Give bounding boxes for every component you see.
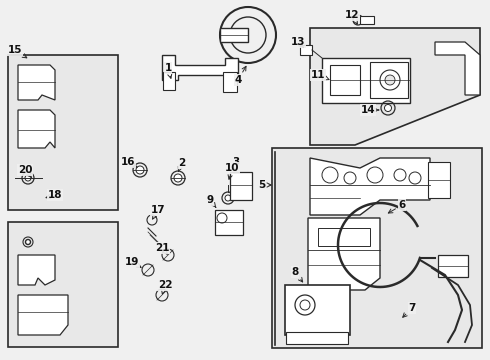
Polygon shape	[310, 158, 430, 215]
Text: 19: 19	[125, 257, 141, 267]
Text: 18: 18	[46, 190, 62, 200]
Bar	[360, 16, 374, 24]
Circle shape	[385, 104, 392, 112]
Bar	[318, 228, 370, 246]
Text: 10: 10	[225, 163, 239, 179]
Circle shape	[225, 195, 231, 201]
Bar	[223, 72, 237, 92]
Text: 9: 9	[206, 195, 216, 207]
Text: 12: 12	[345, 10, 359, 24]
Circle shape	[385, 75, 395, 85]
Text: 1: 1	[164, 63, 172, 78]
Text: 7: 7	[403, 303, 416, 317]
Bar	[322, 58, 410, 103]
Text: 20: 20	[18, 165, 32, 177]
Text: 6: 6	[389, 200, 406, 213]
Bar	[438, 255, 468, 277]
Bar	[8, 55, 118, 210]
Text: 16: 16	[121, 157, 137, 167]
Bar	[286, 332, 348, 344]
Text: 4: 4	[234, 66, 246, 85]
Polygon shape	[18, 110, 55, 148]
Text: 21: 21	[155, 243, 169, 254]
Text: 2: 2	[178, 158, 186, 171]
Polygon shape	[18, 65, 55, 100]
Polygon shape	[435, 42, 480, 95]
Circle shape	[300, 300, 310, 310]
Bar	[272, 148, 482, 348]
Bar	[163, 72, 175, 90]
Text: 13: 13	[291, 37, 305, 48]
Bar	[285, 285, 350, 335]
Polygon shape	[162, 55, 238, 80]
Text: 17: 17	[151, 205, 165, 219]
Text: 3: 3	[232, 157, 240, 170]
Bar	[428, 162, 450, 198]
Circle shape	[25, 175, 31, 181]
Polygon shape	[18, 255, 55, 285]
Circle shape	[174, 174, 182, 182]
Bar	[230, 172, 252, 200]
Bar	[8, 222, 118, 347]
Text: 5: 5	[258, 180, 271, 190]
Text: 11: 11	[311, 70, 329, 80]
Bar	[300, 45, 312, 55]
Circle shape	[25, 239, 30, 244]
Bar	[370, 62, 408, 98]
Bar	[330, 65, 360, 95]
Text: 15: 15	[8, 45, 27, 58]
Text: 14: 14	[361, 105, 379, 115]
Text: 8: 8	[292, 267, 303, 282]
Bar	[215, 210, 243, 235]
Circle shape	[136, 166, 144, 174]
Polygon shape	[310, 28, 480, 145]
Circle shape	[380, 70, 400, 90]
Text: 22: 22	[158, 280, 172, 294]
Bar	[220, 28, 248, 42]
Polygon shape	[308, 218, 380, 290]
Polygon shape	[18, 295, 68, 335]
